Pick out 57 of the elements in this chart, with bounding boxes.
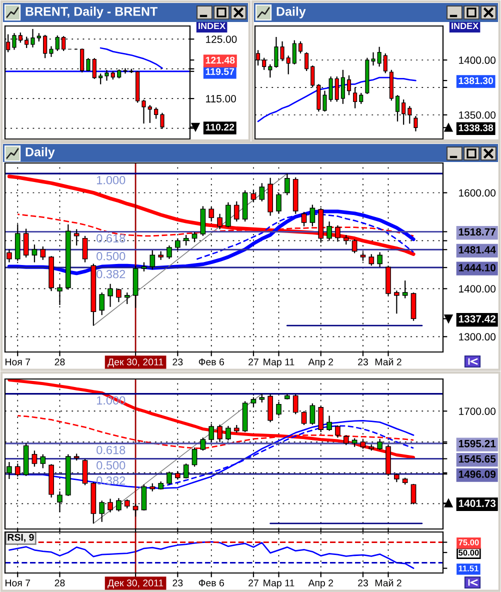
x-tick-label: 23	[358, 580, 368, 586]
y-tick-label: 75.00	[458, 539, 479, 546]
x-tick-label: 27	[248, 580, 258, 586]
y-tick-label: 1338.38	[458, 124, 494, 132]
x-tick-label: Мар 11	[264, 580, 294, 588]
annotation: 1.000	[97, 176, 126, 184]
x-tick-label: Мар 11	[264, 358, 294, 368]
y-tick-label: 1337.42	[458, 315, 496, 323]
x-tick-label: Фев 6	[198, 358, 224, 366]
y-axis-title: INDEX	[198, 22, 226, 30]
x-tick-label: Ноя 7	[6, 580, 30, 586]
y-tick-label: 1401.73	[458, 500, 496, 508]
x-tick-label: Май 2	[375, 579, 402, 586]
y-tick-label: 110.22	[206, 124, 234, 131]
chart-title: Daily	[276, 6, 306, 18]
y-tick-label: 1545.65	[458, 455, 496, 463]
y-axis-title: INDEX	[452, 22, 479, 30]
y-tick-label: 11.51	[458, 566, 478, 572]
x-tick-label: 23	[172, 358, 183, 366]
y-tick-label: 1518.77	[458, 228, 496, 236]
y-tick-label: 1400.00	[459, 56, 496, 64]
annotation: 0.500	[96, 252, 126, 260]
y-tick-label: 1595.21	[458, 440, 496, 448]
annotation: 0.382	[96, 270, 126, 278]
y-tick-label: 1444.10	[458, 264, 496, 272]
y-tick-label: 1600.00	[459, 189, 496, 197]
y-tick-label: 1350.00	[459, 111, 496, 119]
y-tick-label: 1400.00	[459, 285, 496, 293]
y-tick-label: 50.00	[458, 550, 479, 556]
y-tick-label: 125.00	[206, 36, 237, 43]
x-tick-label: 23	[358, 358, 368, 366]
y-tick-label: 121.48	[206, 56, 235, 64]
x-tick-label: Апр 2	[308, 580, 334, 588]
annotation: 0.618	[96, 234, 126, 242]
annotation: 0.500	[96, 461, 126, 470]
y-tick-label: 1481.44	[458, 246, 496, 254]
x-tick-label: Май 2	[375, 358, 402, 366]
annotation: 0.618	[96, 446, 126, 454]
y-tick-label: 1381.30	[458, 77, 494, 84]
y-tick-label: 1300.00	[459, 333, 496, 341]
y-tick-label: 119.57	[206, 68, 234, 75]
x-tick-label: 27	[248, 358, 258, 366]
x-tick-label: 28	[54, 358, 65, 366]
x-tick-label: Апр 2	[308, 358, 334, 368]
annotation: 0.382	[96, 476, 126, 485]
x-tick-label: Дек 30, 2011	[108, 580, 164, 588]
y-tick-label: 1700.00	[459, 408, 496, 415]
x-tick-label: Дек 30, 2011	[108, 358, 164, 368]
chart-title: RSI, 9	[8, 534, 34, 542]
x-tick-label: Ноя 7	[6, 358, 30, 366]
x-tick-label: Фев 6	[198, 580, 224, 586]
y-tick-label: 115.00	[206, 95, 236, 102]
x-tick-label: 28	[54, 580, 65, 586]
chart-title: BRENT, Daily - BRENT	[26, 6, 158, 18]
chart-title: Daily	[26, 147, 55, 159]
y-tick-label: 1496.09	[458, 470, 496, 478]
x-tick-label: 23	[172, 580, 183, 586]
